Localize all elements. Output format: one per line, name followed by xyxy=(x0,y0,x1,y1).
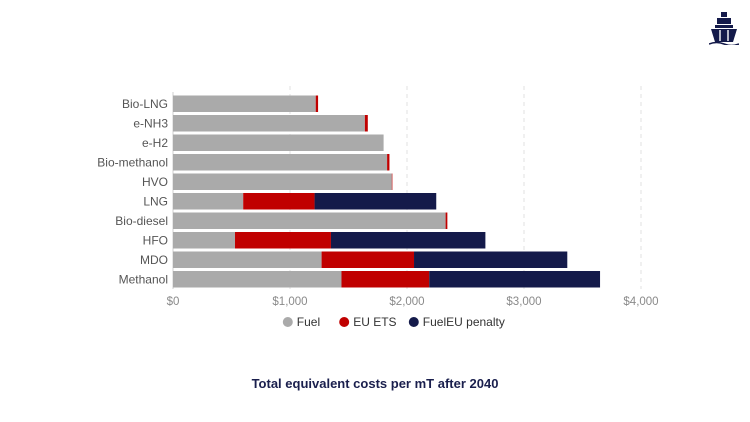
x-tick-label: $2,000 xyxy=(389,296,424,308)
category-label: Bio-diesel xyxy=(115,214,168,228)
bar-segment xyxy=(173,193,244,210)
category-label: Methanol xyxy=(119,272,168,286)
bar-segment xyxy=(321,251,415,268)
legend-marker xyxy=(339,317,350,327)
x-tick-label: $1,000 xyxy=(272,296,307,308)
legend-marker xyxy=(408,317,419,327)
category-label: e-NH3 xyxy=(133,116,168,130)
bar-segment xyxy=(414,251,568,268)
bar-segment xyxy=(173,173,392,190)
bar-segment xyxy=(173,134,384,151)
category-label: HFO xyxy=(143,233,168,247)
legend-label: FuelEU penalty xyxy=(423,315,505,329)
bar-segment xyxy=(173,251,322,268)
x-tick-label: $3,000 xyxy=(506,296,541,308)
bar-segment xyxy=(173,95,316,112)
category-label: Bio-methanol xyxy=(97,155,168,169)
legend: Fuel EU ETS FuelEU penalty xyxy=(282,315,505,329)
x-tick-label: $4,000 xyxy=(623,296,658,308)
bar-segment xyxy=(173,115,365,132)
bar-segment xyxy=(243,193,315,210)
category-label: LNG xyxy=(143,194,168,208)
category-labels: Bio-LNG e-NH3 e-H2 Bio-methanol HVO LNG Bio-di… xyxy=(97,97,168,287)
bar-segment xyxy=(173,232,236,249)
bars xyxy=(173,95,601,288)
bar-segment xyxy=(364,115,368,132)
bar-segment xyxy=(314,193,437,210)
bar-segment xyxy=(330,232,486,249)
category-label: MDO xyxy=(140,253,168,267)
bar-segment xyxy=(315,95,319,112)
category-label: e-H2 xyxy=(142,136,168,150)
legend-label: Fuel xyxy=(297,315,320,329)
legend-marker xyxy=(282,317,293,327)
bar-segment xyxy=(173,212,446,229)
bar-segment xyxy=(387,154,390,171)
bar-segment xyxy=(173,154,388,171)
bar-segment xyxy=(235,232,331,249)
bar-segment xyxy=(445,212,448,229)
bar-segment xyxy=(391,173,393,190)
x-tick-label: $0 xyxy=(167,296,180,308)
bar-segment xyxy=(429,271,601,288)
bar-segment xyxy=(173,271,342,288)
bar-segment xyxy=(341,271,430,288)
legend-label: EU ETS xyxy=(353,315,396,329)
category-label: Bio-LNG xyxy=(122,97,168,111)
category-label: HVO xyxy=(142,175,168,189)
chart-title: Total equivalent costs per mT after 2040 xyxy=(251,376,499,391)
ship-icon xyxy=(709,12,739,45)
x-tick-labels: $0 $1,000 $2,000 $3,000 $4,000 xyxy=(167,296,659,308)
